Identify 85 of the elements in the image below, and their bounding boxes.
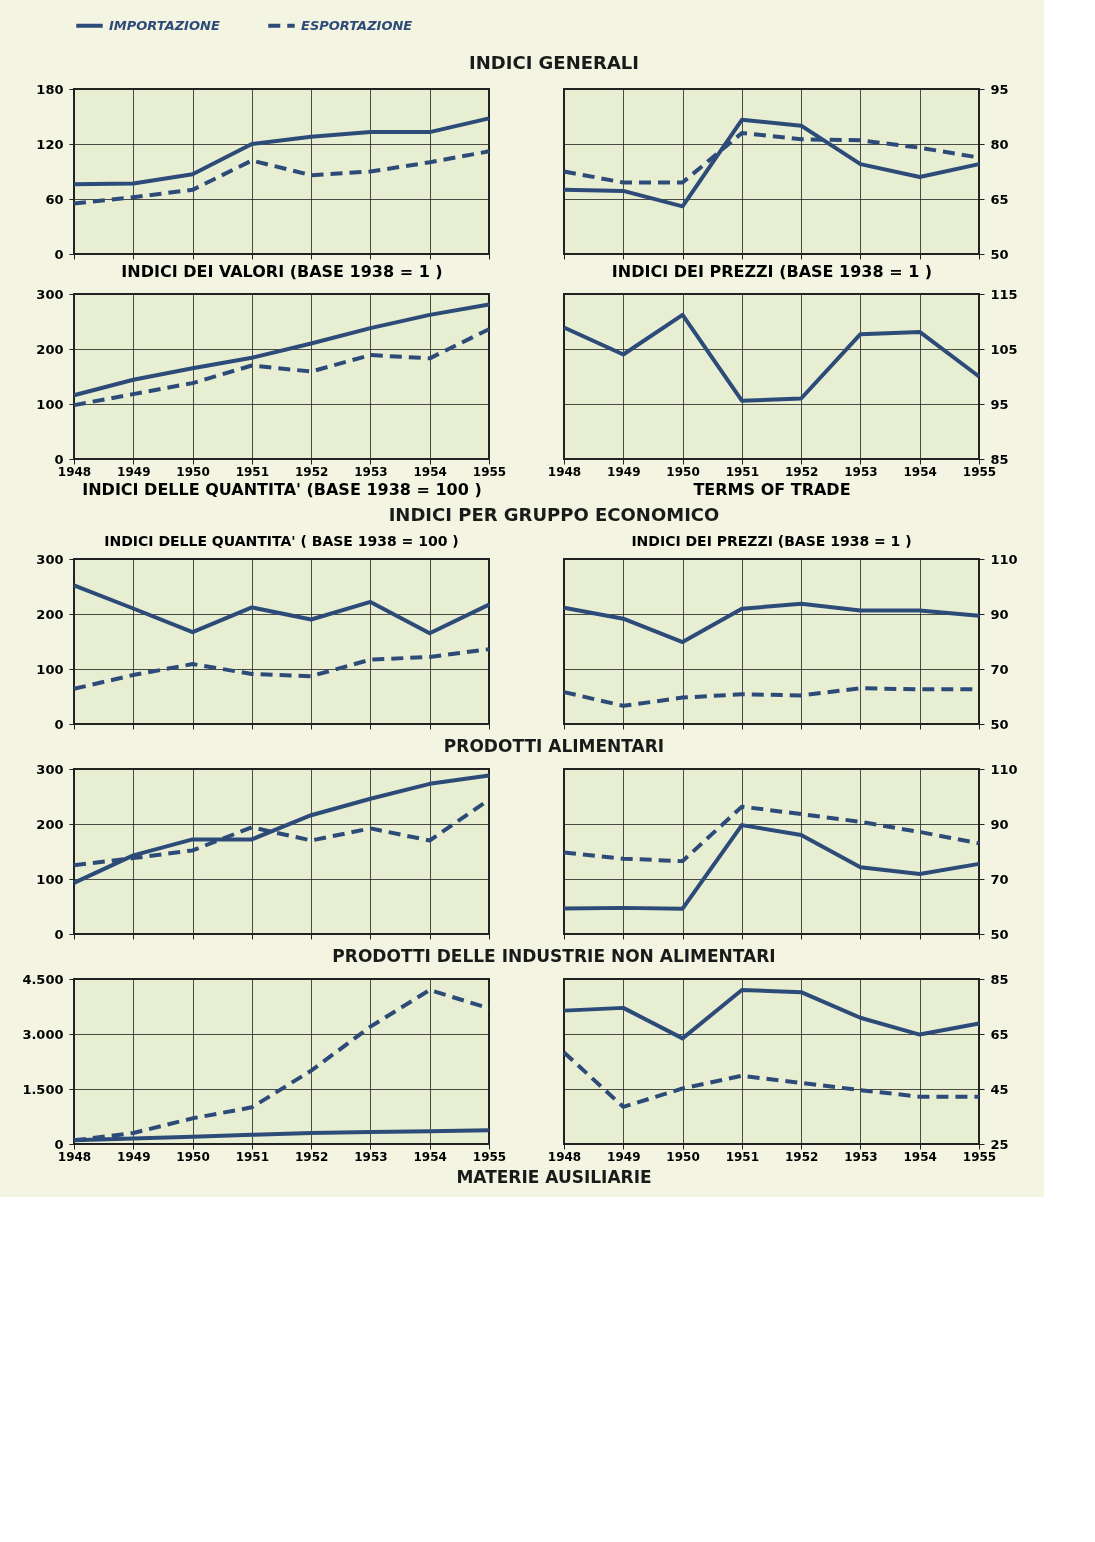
chart-subtitle: INDICI DEI PREZZI (BASE 1938 = 1 ) bbox=[631, 533, 912, 549]
y-tick-label: 105 bbox=[990, 341, 1018, 357]
x-tick-label: 1952 bbox=[784, 1149, 819, 1164]
y-tick-label: 95 bbox=[990, 81, 1009, 97]
y-tick-label: 65 bbox=[990, 1026, 1009, 1042]
y-tick-label: 80 bbox=[990, 136, 1009, 152]
text: PRODOTTI ALIMENTARI bbox=[443, 736, 665, 756]
y-tick-label: 0 bbox=[54, 246, 64, 262]
y-tick-label: 115 bbox=[990, 286, 1018, 302]
x-tick-label: 1950 bbox=[176, 464, 210, 479]
x-tick-label: 1953 bbox=[844, 464, 878, 479]
x-tick-label: 1948 bbox=[57, 464, 92, 479]
y-tick-label: 50 bbox=[990, 246, 1009, 262]
x-tick-label: 1951 bbox=[725, 464, 760, 479]
text: MATERIE AUSILIARIE bbox=[456, 1167, 652, 1187]
y-tick-label: 50 bbox=[990, 716, 1009, 732]
y-tick-label: 100 bbox=[36, 871, 64, 887]
x-tick-label: 1948 bbox=[547, 464, 582, 479]
y-tick-label: 50 bbox=[990, 926, 1009, 942]
x-tick-label: 1953 bbox=[354, 464, 388, 479]
x-axis-title: TERMS OF TRADE bbox=[693, 479, 851, 499]
x-tick-label: 1953 bbox=[844, 1149, 878, 1164]
y-tick-label: 300 bbox=[36, 286, 64, 302]
y-tick-label: 3.000 bbox=[22, 1026, 64, 1042]
y-tick-label: 65 bbox=[990, 191, 1009, 207]
y-tick-label: 85 bbox=[990, 971, 1009, 987]
x-tick-label: 1949 bbox=[117, 1149, 151, 1164]
y-tick-label: 25 bbox=[990, 1136, 1009, 1152]
x-tick-label: 1951 bbox=[235, 1149, 270, 1164]
x-tick-label: 1952 bbox=[784, 464, 819, 479]
x-tick-label: 1955 bbox=[472, 1149, 507, 1164]
x-tick-label: 1950 bbox=[666, 1149, 700, 1164]
y-tick-label: 110 bbox=[990, 551, 1018, 567]
y-tick-label: 300 bbox=[36, 761, 64, 777]
y-tick-label: 0 bbox=[54, 1136, 64, 1152]
y-tick-label: 90 bbox=[990, 606, 1009, 622]
x-tick-label: 1950 bbox=[176, 1149, 210, 1164]
y-tick-label: 200 bbox=[36, 606, 64, 622]
x-tick-label: 1954 bbox=[413, 1149, 447, 1164]
chart-subtitle: INDICI DELLE QUANTITA' ( BASE 1938 = 100 ) bbox=[104, 533, 459, 549]
y-tick-label: 180 bbox=[36, 81, 64, 97]
y-tick-label: 100 bbox=[36, 661, 64, 677]
y-tick-label: 70 bbox=[990, 661, 1009, 677]
x-tick-label: 1951 bbox=[235, 464, 270, 479]
x-axis-title: INDICI DEI PREZZI (BASE 1938 = 1 ) bbox=[611, 262, 933, 281]
x-tick-label: 1954 bbox=[413, 464, 447, 479]
y-tick-label: 110 bbox=[990, 761, 1018, 777]
legend-label: IMPORTAZIONE bbox=[109, 17, 220, 33]
x-tick-label: 1954 bbox=[903, 464, 937, 479]
x-tick-label: 1950 bbox=[666, 464, 700, 479]
y-tick-label: 45 bbox=[990, 1081, 1009, 1097]
y-tick-label: 1.500 bbox=[22, 1081, 64, 1097]
x-tick-label: 1949 bbox=[607, 1149, 641, 1164]
text: INDICI GENERALI bbox=[469, 52, 639, 73]
x-tick-label: 1949 bbox=[117, 464, 151, 479]
y-tick-label: 70 bbox=[990, 871, 1009, 887]
y-tick-label: 0 bbox=[54, 926, 64, 942]
legend-label: ESPORTAZIONE bbox=[301, 17, 413, 33]
x-axis-title: INDICI DELLE QUANTITA' (BASE 1938 = 100 ) bbox=[82, 479, 482, 499]
y-tick-label: 120 bbox=[36, 136, 64, 152]
x-tick-label: 1948 bbox=[547, 1149, 582, 1164]
x-tick-label: 1955 bbox=[962, 464, 997, 479]
text: INDICI PER GRUPPO ECONOMICO bbox=[388, 504, 720, 525]
y-tick-label: 0 bbox=[54, 451, 64, 467]
x-tick-label: 1955 bbox=[962, 1149, 997, 1164]
x-tick-label: 1953 bbox=[354, 1149, 388, 1164]
y-tick-label: 85 bbox=[990, 451, 1009, 467]
y-tick-label: 300 bbox=[36, 551, 64, 567]
text: PRODOTTI DELLE INDUSTRIE NON ALIMENTARI bbox=[332, 946, 776, 966]
y-tick-label: 4.500 bbox=[22, 971, 64, 987]
x-tick-label: 1954 bbox=[903, 1149, 937, 1164]
y-tick-label: 200 bbox=[36, 341, 64, 357]
x-axis-title: INDICI DEI VALORI (BASE 1938 = 1 ) bbox=[121, 262, 443, 281]
y-tick-label: 60 bbox=[45, 191, 64, 207]
y-tick-label: 90 bbox=[990, 816, 1009, 832]
x-tick-label: 1949 bbox=[607, 464, 641, 479]
x-tick-label: 1955 bbox=[472, 464, 507, 479]
y-tick-label: 0 bbox=[54, 716, 64, 732]
y-tick-label: 200 bbox=[36, 816, 64, 832]
x-tick-label: 1951 bbox=[725, 1149, 760, 1164]
x-tick-label: 1952 bbox=[294, 1149, 329, 1164]
y-tick-label: 100 bbox=[36, 396, 64, 412]
y-tick-label: 95 bbox=[990, 396, 1009, 412]
x-tick-label: 1952 bbox=[294, 464, 329, 479]
x-tick-label: 1948 bbox=[57, 1149, 92, 1164]
